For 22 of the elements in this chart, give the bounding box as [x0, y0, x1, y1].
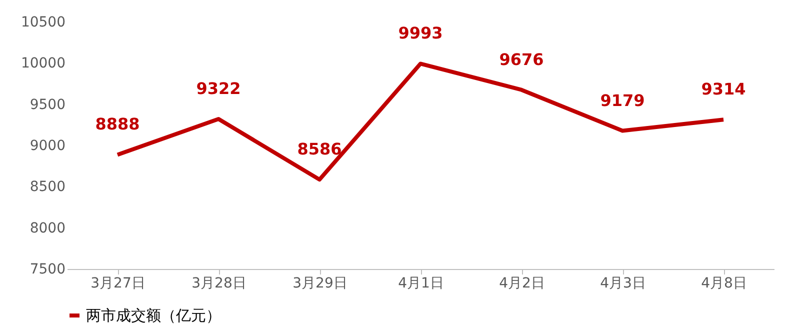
y-tick-label: 7500 — [30, 262, 66, 278]
x-tick-label: 3月27日 — [90, 276, 146, 292]
x-tick-label: 4月3日 — [600, 276, 646, 292]
legend-label: 两市成交额（亿元） — [86, 306, 221, 324]
x-tick-label: 4月8日 — [701, 276, 747, 292]
data-label: 9676 — [499, 50, 544, 69]
data-label: 8586 — [297, 140, 342, 159]
y-tick-label: 9500 — [30, 96, 66, 113]
y-tick-label: 8000 — [30, 220, 66, 236]
data-label: 9314 — [701, 80, 746, 99]
y-tick-label: 9000 — [30, 138, 66, 154]
y-tick-label: 10500 — [20, 14, 66, 30]
y-tick-label: 8500 — [30, 179, 66, 196]
x-tick-label: 4月1日 — [398, 276, 444, 292]
x-tick-label: 3月28日 — [192, 276, 246, 292]
x-tick-label: 3月29日 — [292, 276, 348, 292]
x-tick-label: 4月2日 — [499, 276, 545, 292]
data-label: 9993 — [398, 24, 443, 43]
data-label: 9179 — [600, 90, 645, 110]
y-tick-label: 10000 — [20, 56, 66, 72]
data-label: 8888 — [95, 114, 140, 134]
data-label: 9322 — [196, 78, 241, 98]
